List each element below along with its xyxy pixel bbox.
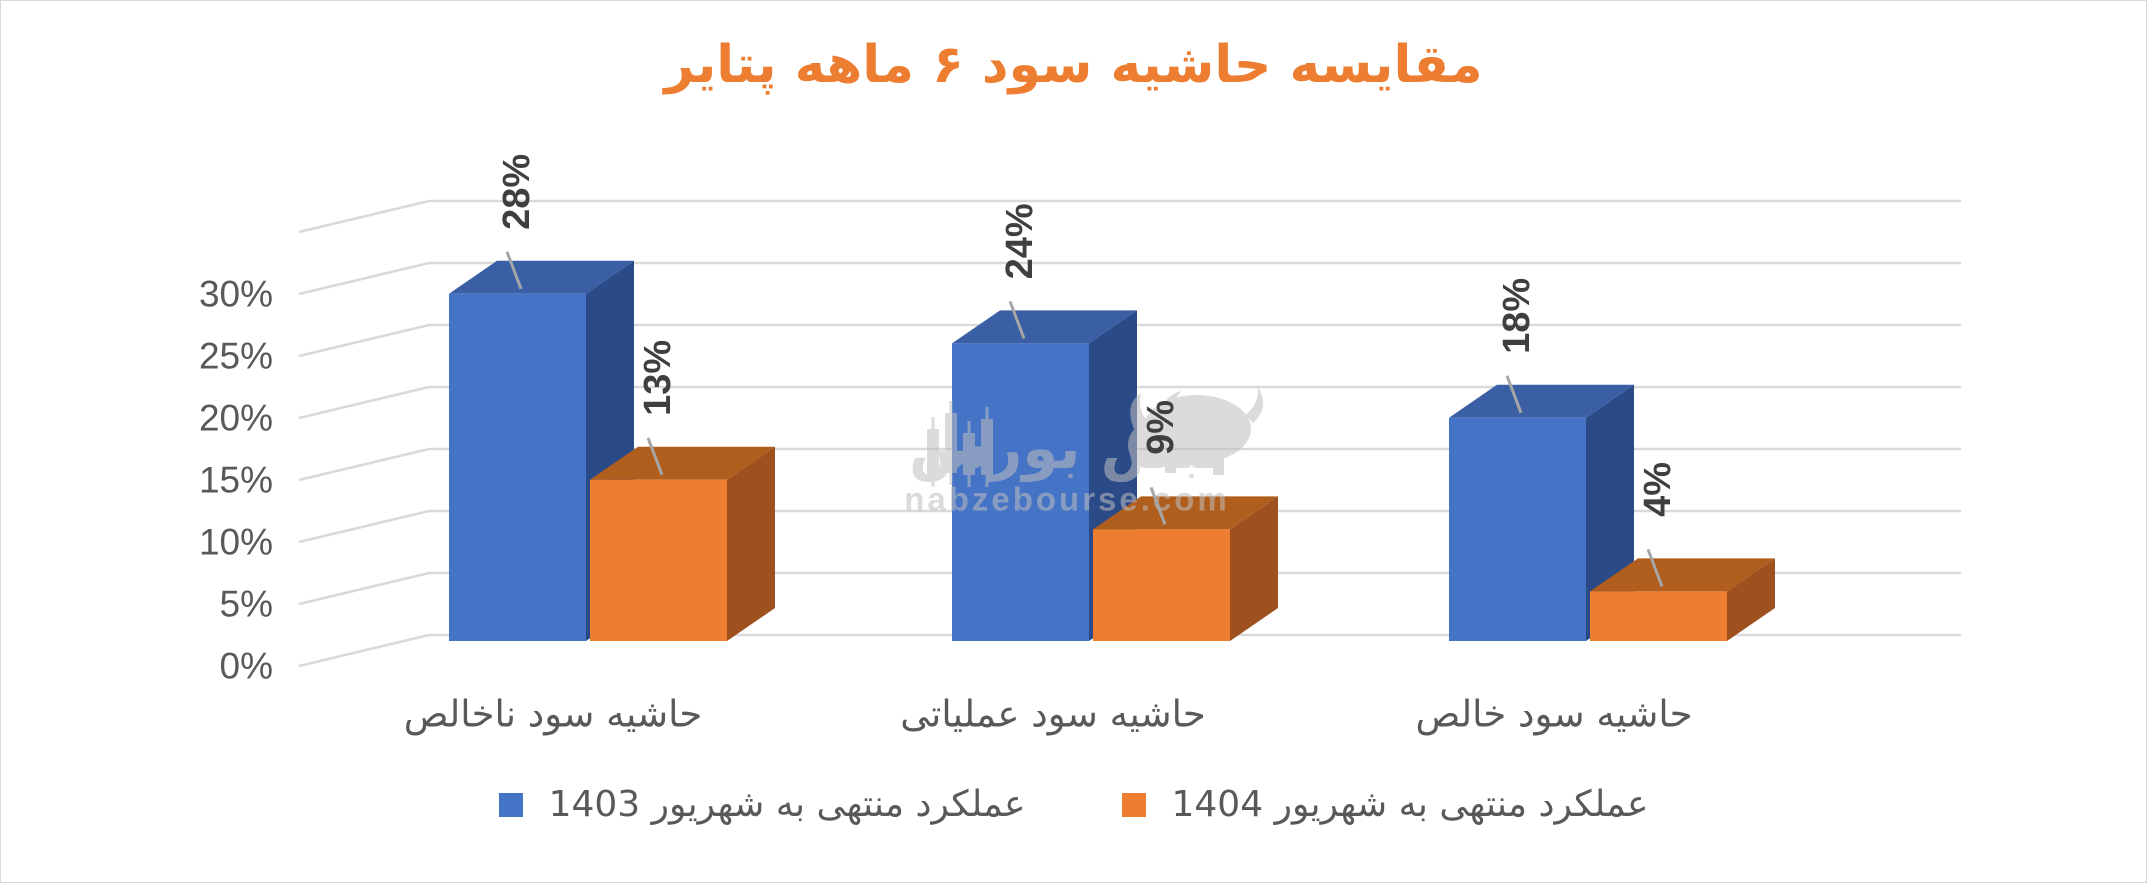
svg-text:0%: 0% [220, 646, 273, 687]
svg-text:4%: 4% [1637, 462, 1679, 517]
svg-text:15%: 15% [199, 460, 273, 501]
svg-text:حاشیه سود ناخالص: حاشیه سود ناخالص [404, 693, 703, 736]
svg-text:حاشیه سود عملیاتی: حاشیه سود عملیاتی [900, 693, 1206, 736]
svg-text:حاشیه سود خالص: حاشیه سود خالص [1415, 693, 1692, 736]
svg-text:nabzebourse.com: nabzebourse.com [904, 481, 1230, 518]
legend-swatch-1404 [1121, 792, 1146, 817]
svg-text:25%: 25% [199, 336, 273, 377]
legend-item-1404: عملکرد منتهی به شهریور 1404 [1121, 784, 1649, 825]
svg-text:28%: 28% [496, 154, 538, 230]
svg-text:9%: 9% [1140, 400, 1182, 455]
chart-legend: عملکرد منتهی به شهریور 1403 عملکرد منتهی… [1, 784, 2146, 825]
svg-text:30%: 30% [199, 274, 273, 315]
svg-text:5%: 5% [220, 584, 273, 625]
svg-text:18%: 18% [1496, 278, 1538, 354]
svg-text:10%: 10% [199, 522, 273, 563]
legend-swatch-1403 [498, 792, 523, 817]
legend-label-1404: عملکرد منتهی به شهریور 1404 [1171, 784, 1649, 825]
legend-label-1403: عملکرد منتهی به شهریور 1403 [548, 784, 1026, 825]
svg-text:13%: 13% [637, 340, 679, 416]
legend-item-1403: عملکرد منتهی به شهریور 1403 [498, 784, 1026, 825]
chart-title: مقایسه حاشیه سود ۶ ماهه پتایر [664, 35, 1483, 95]
svg-text:20%: 20% [199, 398, 273, 439]
svg-text:24%: 24% [999, 203, 1041, 279]
